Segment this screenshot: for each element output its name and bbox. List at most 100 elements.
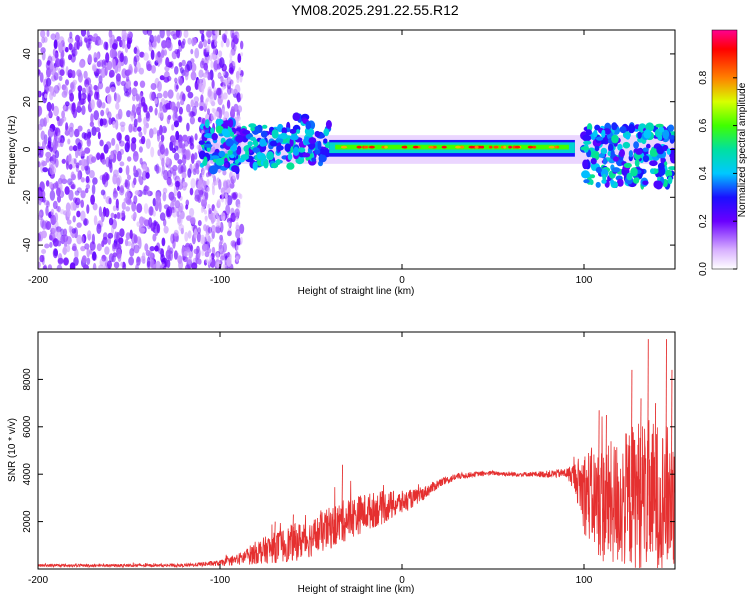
spectrogram-noise-cell	[234, 84, 241, 95]
spectrogram-noise-cell	[80, 199, 84, 208]
spectrogram-noise-cell	[127, 174, 131, 181]
spectrogram-cell	[203, 143, 213, 148]
spectrogram-noise-cell	[98, 39, 103, 46]
spectrogram-noise-cell	[189, 187, 194, 196]
spectrogram-noise-cell	[98, 75, 103, 84]
spectrogram-noise-cell	[229, 51, 233, 60]
spectrogram-noise-cell	[84, 165, 89, 171]
spectrogram-noise-cell	[186, 122, 190, 132]
snr-spike	[647, 339, 649, 496]
spectrogram-cell	[276, 145, 284, 151]
spectrogram-cell	[657, 134, 663, 141]
spectrogram-noise-cell	[142, 164, 148, 172]
spectrogram-noise-cell	[194, 133, 198, 141]
spectrogram-noise-cell	[187, 256, 192, 265]
spectrogram-noise-cell	[224, 260, 228, 267]
spectrogram-noise-cell	[171, 199, 176, 206]
spectrogram-cell	[250, 127, 255, 132]
spectrogram-noise-cell	[93, 215, 98, 226]
spectrogram-noise-cell	[142, 30, 149, 35]
spectrogram-cell	[601, 129, 606, 138]
spectrogram-cell	[619, 126, 627, 134]
spectrogram-noise-cell	[40, 130, 45, 141]
y-tick-label: 6000	[22, 415, 33, 438]
spectrogram-noise-cell	[149, 91, 155, 101]
spectrogram-noise-cell	[203, 62, 208, 71]
spectrogram-noise-cell	[182, 134, 188, 142]
spectrogram-noise-cell	[67, 72, 73, 79]
spectrogram-noise-cell	[103, 41, 108, 50]
spectrogram-noise-cell	[210, 60, 214, 69]
spectrogram-noise-cell	[196, 79, 201, 85]
spectrogram-noise-cell	[45, 221, 52, 230]
spectrogram-noise-cell	[183, 30, 189, 38]
spectrogram-noise-cell	[96, 243, 102, 252]
spectrogram-noise-cell	[141, 170, 147, 181]
spectrogram-noise-cell	[216, 111, 220, 118]
spectrogram-noise-cell	[176, 101, 181, 109]
spectrogram-noise-cell	[178, 77, 183, 86]
spectrogram-cell	[595, 181, 601, 188]
spectrogram-peak-cell	[384, 145, 388, 149]
spectrogram-noise-cell	[203, 39, 208, 48]
spectrogram-noise-cell	[183, 69, 190, 77]
spectrogram-noise-cell	[85, 39, 91, 49]
spectrogram-noise-cell	[61, 110, 65, 119]
spectrogram-noise-cell	[47, 128, 54, 138]
spectrogram-noise-cell	[220, 76, 224, 83]
spectrogram-cell	[617, 143, 623, 151]
spectrogram-noise-cell	[235, 255, 239, 263]
spectrogram-noise-cell	[90, 113, 94, 124]
spectrogram-noise-cell	[63, 85, 68, 96]
spectrogram-cell	[215, 118, 224, 126]
spectrogram-noise-cell	[209, 96, 213, 104]
spectrogram-noise-cell	[239, 223, 245, 234]
spectrogram-noise-cell	[224, 198, 228, 206]
spectrogram-cell	[275, 137, 284, 144]
spectrogram-noise-cell	[199, 41, 203, 49]
spectrogram-noise-cell	[133, 56, 137, 67]
spectrogram-noise-cell	[199, 30, 205, 35]
spectrogram-noise-cell	[163, 127, 167, 133]
spectrogram-noise-cell	[133, 234, 138, 244]
spectrogram-cell	[249, 136, 256, 141]
spectrogram-noise-cell	[112, 173, 118, 185]
spectrogram-noise-cell	[59, 58, 64, 66]
spectrogram-noise-cell	[68, 43, 73, 51]
spectrogram-noise-cell	[136, 106, 141, 116]
spectrogram-cell	[266, 151, 274, 161]
spectrogram-noise-cell	[114, 231, 118, 242]
spectrogram-noise-cell	[93, 57, 98, 63]
spectrogram-peak-cell	[356, 145, 362, 149]
spectrogram-noise-cell	[232, 61, 236, 67]
spectrogram-noise-cell	[211, 79, 215, 89]
spectrogram-noise-cell	[71, 102, 76, 113]
spectrogram-noise-cell	[75, 162, 80, 169]
x-tick-label: 0	[399, 275, 405, 286]
spectrogram-noise-cell	[188, 110, 195, 118]
spectrogram-noise-cell	[59, 174, 66, 182]
spectrogram-noise-cell	[240, 93, 243, 99]
spectrogram-noise-cell	[81, 255, 87, 264]
spectrogram-noise-cell	[136, 256, 141, 266]
spectrogram-noise-cell	[231, 32, 235, 43]
spectrogram-noise-cell	[64, 186, 70, 195]
spectrogram-noise-cell	[44, 243, 50, 249]
spectrogram-noise-cell	[107, 232, 114, 239]
spectrogram-noise-cell	[111, 224, 115, 235]
spectrogram-noise-cell	[55, 31, 60, 41]
spectrogram-noise-cell	[150, 222, 155, 232]
spectrogram-noise-cell	[234, 208, 240, 218]
spectrogram-noise-cell	[223, 180, 229, 190]
spectrogram-noise-cell	[185, 149, 191, 161]
colorbar-tick-label: 0.4	[698, 166, 709, 180]
spectrogram-noise-cell	[86, 257, 91, 265]
spectrogram-noise-cell	[68, 126, 74, 138]
spectrogram-noise-cell	[177, 115, 182, 123]
spectrogram-peak-cell	[455, 145, 461, 149]
spectrogram-cell	[229, 131, 235, 137]
spectrogram-noise-cell	[193, 37, 197, 46]
spectrogram-noise-cell	[197, 179, 203, 191]
spectrogram-noise-cell	[182, 38, 186, 46]
spectrogram-noise-cell	[239, 236, 243, 245]
